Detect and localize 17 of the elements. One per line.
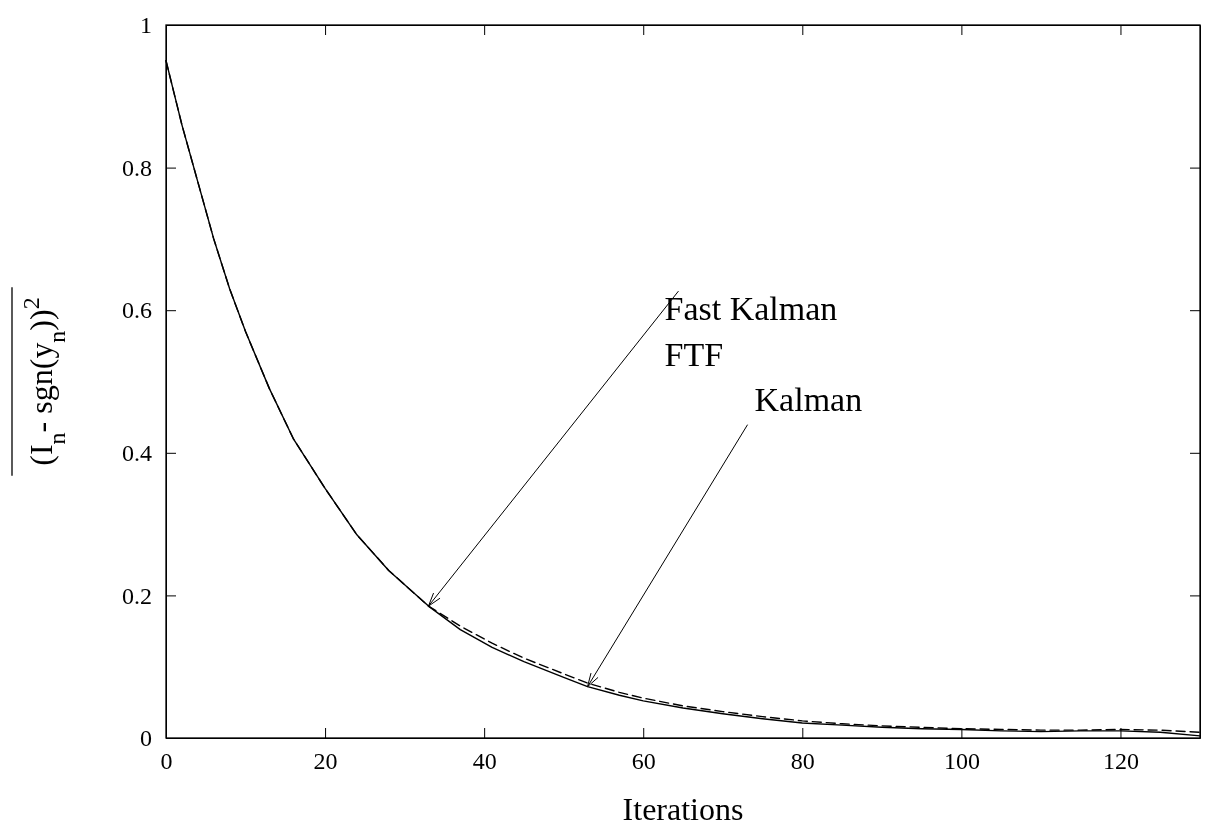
annotation: FTF <box>664 336 724 374</box>
y-tick-label: 0.4 <box>122 439 152 466</box>
x-tick-label: 40 <box>472 748 497 775</box>
y-tick-label: 1 <box>140 12 152 39</box>
x-tick-label: 60 <box>631 748 656 775</box>
annotation: Kalman <box>754 380 863 418</box>
annotation: Fast Kalman <box>664 290 838 328</box>
y-tick-label: 0.8 <box>122 154 152 181</box>
y-tick-label: 0.2 <box>122 582 152 609</box>
y-tick-label: 0.6 <box>122 297 152 324</box>
x-tick-label: 120 <box>1102 748 1139 775</box>
x-tick-label: 80 <box>790 748 815 775</box>
x-tick-label: 20 <box>313 748 338 775</box>
x-axis-title: Iterations <box>622 791 744 827</box>
x-tick-label: 0 <box>160 748 173 775</box>
y-tick-label: 0 <box>140 725 152 752</box>
x-tick-label: 100 <box>943 748 980 775</box>
